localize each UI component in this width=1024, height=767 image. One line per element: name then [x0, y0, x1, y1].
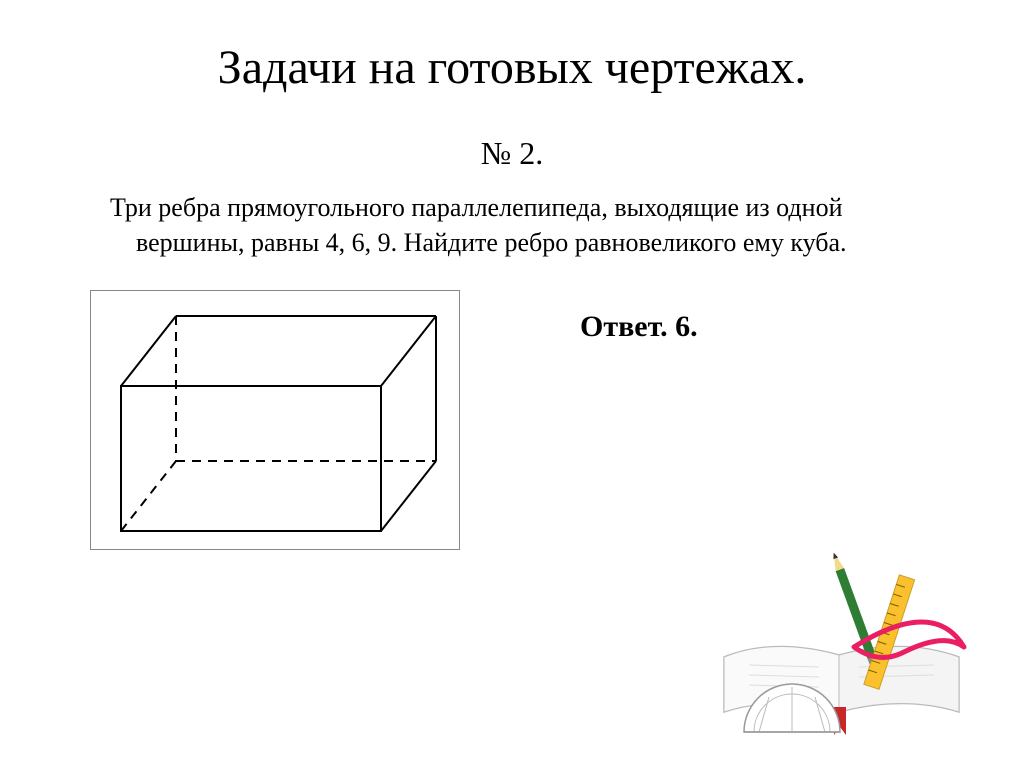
cuboid-diagram [90, 290, 460, 550]
clipart-svg [704, 537, 984, 737]
answer-label: Ответ. 6. [580, 310, 698, 344]
stationery-clipart [704, 537, 984, 737]
slide: Задачи на готовых чертежах. № 2. Три реб… [0, 0, 1024, 767]
problem-text: Три ребра прямоугольного параллелепипеда… [86, 190, 964, 260]
slide-title: Задачи на готовых чертежах. [60, 40, 964, 95]
cuboid-svg [91, 291, 461, 551]
problem-number: № 2. [60, 135, 964, 172]
content-row: Ответ. 6. [60, 290, 964, 550]
